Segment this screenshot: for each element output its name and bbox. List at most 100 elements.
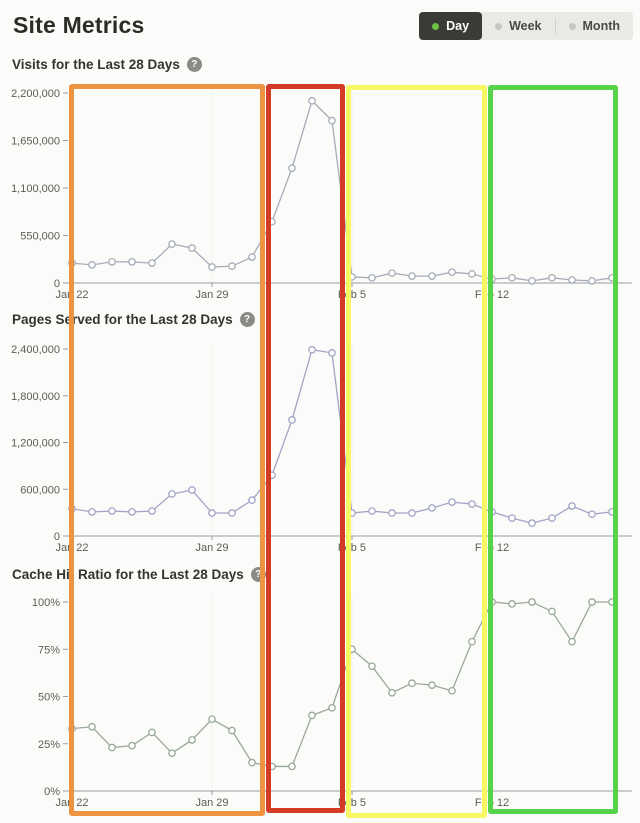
day-active-dot-icon (432, 22, 440, 30)
data-point[interactable] (508, 514, 516, 522)
month-button[interactable]: Month (556, 12, 633, 40)
data-point[interactable] (168, 490, 176, 498)
data-point[interactable] (328, 703, 336, 712)
data-point[interactable] (568, 502, 576, 510)
data-point[interactable] (448, 686, 456, 695)
data-point[interactable] (168, 749, 176, 758)
y-axis-tick-label: 0% (44, 786, 60, 798)
y-axis-tick-label: 2,200,000 (11, 88, 60, 100)
data-point[interactable] (108, 507, 116, 515)
data-point[interactable] (588, 598, 596, 606)
data-point[interactable] (128, 741, 136, 750)
visits-chart-title-row: Visits for the Last 28 Days ? (12, 57, 202, 72)
y-axis-tick-label: 1,200,000 (11, 438, 60, 450)
x-axis-tick-label: Jan 29 (195, 797, 228, 809)
data-point[interactable] (108, 257, 116, 266)
data-point[interactable] (468, 270, 476, 278)
y-axis-tick-label: 0 (54, 531, 60, 543)
data-point[interactable] (448, 498, 456, 506)
data-point[interactable] (548, 514, 556, 522)
data-point[interactable] (428, 681, 436, 690)
data-point[interactable] (308, 345, 316, 354)
week-button[interactable]: Week (482, 12, 554, 40)
data-point[interactable] (108, 743, 116, 752)
data-point[interactable] (188, 244, 196, 252)
month-button-label: Month (582, 19, 620, 33)
month-dot-icon (568, 22, 576, 30)
data-point[interactable] (368, 273, 376, 282)
data-point[interactable] (288, 164, 296, 172)
data-point[interactable] (568, 637, 576, 646)
data-point[interactable] (208, 509, 216, 517)
x-axis-tick-label: Jan 29 (195, 289, 228, 301)
data-point[interactable] (508, 600, 516, 608)
data-point[interactable] (408, 679, 416, 688)
data-point[interactable] (568, 276, 576, 284)
pages-served-chart: 0 600,000 1,200,000 1,800,000 2,400,000 Jan 2… (11, 344, 632, 554)
data-point[interactable] (428, 272, 436, 280)
visits-chart-title: Visits for the Last 28 Days (12, 57, 180, 72)
data-point[interactable] (148, 507, 156, 515)
data-point[interactable] (228, 509, 236, 517)
data-point[interactable] (88, 261, 96, 269)
data-point[interactable] (248, 253, 256, 261)
data-point[interactable] (128, 257, 136, 266)
help-icon[interactable]: ? (239, 312, 255, 327)
y-axis-tick-label: 25% (38, 739, 60, 751)
data-point[interactable] (548, 607, 556, 616)
data-point[interactable] (388, 269, 396, 277)
data-point[interactable] (468, 637, 476, 646)
data-point[interactable] (188, 736, 196, 744)
pages-served-chart-title: Pages Served for the Last 28 Days (12, 312, 233, 327)
data-point[interactable] (308, 711, 316, 720)
page-title: Site Metrics (13, 12, 145, 38)
data-point[interactable] (468, 500, 476, 508)
data-point[interactable] (288, 416, 296, 424)
week-button-label: Week (509, 19, 542, 33)
data-point[interactable] (368, 507, 376, 515)
data-point[interactable] (548, 273, 556, 282)
week-dot-icon (495, 22, 503, 30)
data-point[interactable] (168, 240, 176, 248)
data-point[interactable] (248, 496, 256, 505)
data-point[interactable] (508, 273, 516, 282)
day-button[interactable]: Day (419, 12, 483, 40)
y-axis-tick-label: 600,000 (20, 484, 60, 496)
help-icon[interactable]: ? (186, 57, 202, 72)
y-axis-tick-label: 2,400,000 (11, 344, 60, 356)
data-point[interactable] (148, 259, 156, 267)
period-toggle-group: Day Week Month (419, 12, 633, 40)
y-axis-tick-label: 50% (38, 692, 60, 704)
data-point[interactable] (228, 262, 236, 271)
data-point[interactable] (208, 263, 216, 271)
data-point[interactable] (528, 598, 536, 606)
data-point[interactable] (288, 762, 296, 771)
data-point[interactable] (588, 276, 596, 285)
data-point[interactable] (228, 726, 236, 735)
data-point[interactable] (328, 349, 336, 357)
data-point[interactable] (388, 509, 396, 517)
data-point[interactable] (528, 276, 536, 285)
data-point[interactable] (328, 116, 336, 125)
data-point[interactable] (88, 507, 96, 516)
data-point[interactable] (388, 688, 396, 697)
x-axis-tick-label: Jan 29 (195, 542, 228, 554)
data-point[interactable] (408, 509, 416, 517)
data-point[interactable] (448, 268, 456, 277)
data-point[interactable] (308, 96, 316, 105)
data-point[interactable] (528, 519, 536, 527)
highlight-box-red (266, 84, 345, 813)
data-point[interactable] (208, 715, 216, 724)
y-axis-tick-label: 100% (32, 597, 60, 609)
y-axis-tick-label: 75% (38, 644, 60, 656)
data-point[interactable] (368, 662, 376, 671)
data-point[interactable] (188, 486, 196, 494)
data-point[interactable] (428, 504, 436, 512)
data-point[interactable] (408, 272, 416, 280)
data-point[interactable] (128, 507, 136, 516)
toggle-divider (554, 18, 556, 34)
data-point[interactable] (248, 758, 256, 767)
data-point[interactable] (588, 510, 596, 519)
data-point[interactable] (148, 728, 156, 737)
data-point[interactable] (88, 722, 96, 731)
